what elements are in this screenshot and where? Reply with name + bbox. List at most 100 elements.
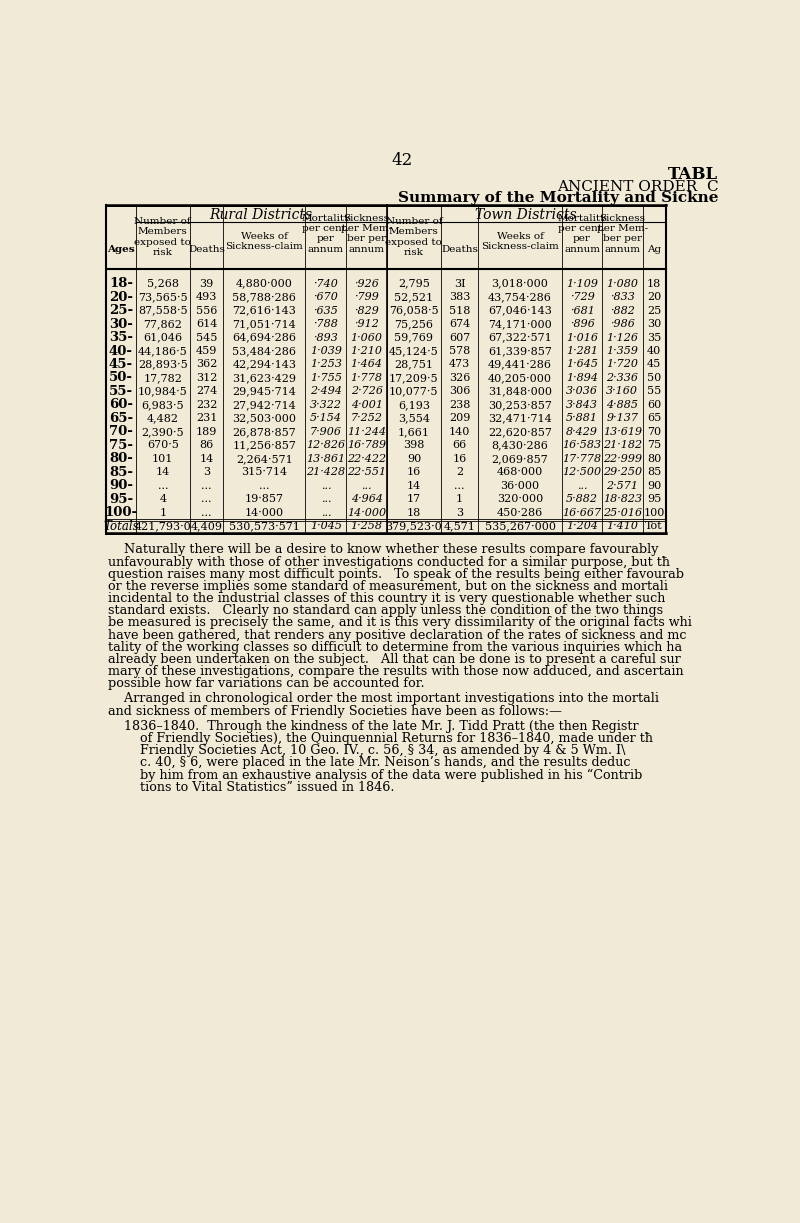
Text: 13·861: 13·861 [306,454,346,464]
Text: 379,523·0: 379,523·0 [386,521,442,531]
Text: 28,751: 28,751 [394,360,434,369]
Text: 30: 30 [647,319,662,329]
Text: incidental to the industrial classes of this country it is very questionable whe: incidental to the industrial classes of … [108,592,665,605]
Text: 6,983·5: 6,983·5 [142,400,184,410]
Text: 90: 90 [647,481,662,490]
Text: 32,471·714: 32,471·714 [488,413,552,423]
Text: 101: 101 [152,454,174,464]
Text: 1: 1 [456,494,463,504]
Text: 60-: 60- [109,399,133,411]
Text: ·670: ·670 [314,292,338,302]
Text: 49,441·286: 49,441·286 [488,360,552,369]
Text: 42: 42 [392,152,413,169]
Text: standard exists.   Clearly no standard can apply unless the condition of the two: standard exists. Clearly no standard can… [108,604,663,618]
Text: ...: ... [321,494,331,504]
Text: 1·778: 1·778 [350,373,382,383]
Text: 12·826: 12·826 [306,440,346,450]
Text: 4,571: 4,571 [444,521,475,531]
Text: 28,893·5: 28,893·5 [138,360,188,369]
Text: 40,205·000: 40,205·000 [488,373,552,383]
Text: 3: 3 [456,508,463,517]
Text: 7·252: 7·252 [350,413,382,423]
Text: 45: 45 [647,360,662,369]
Text: ...: ... [362,481,372,490]
Text: 50-: 50- [109,372,133,384]
Text: Ages: Ages [107,245,134,253]
Text: Mortality
per cent.
per
annum: Mortality per cent. per annum [558,214,606,254]
Text: 1·039: 1·039 [310,346,342,356]
Text: Town Districts: Town Districts [475,208,577,223]
Text: 16·583: 16·583 [562,440,602,450]
Text: Number of
Members
exposed to
risk: Number of Members exposed to risk [386,216,442,257]
Text: 87,558·5: 87,558·5 [138,306,187,316]
Text: 80-: 80- [109,453,133,465]
Text: 1·016: 1·016 [566,333,598,342]
Text: TABL: TABL [668,166,718,183]
Text: 5·881: 5·881 [566,413,598,423]
Text: 70-: 70- [109,426,133,438]
Text: ...: ... [321,508,331,517]
Text: Sickness
per Mem-
ber per
annum: Sickness per Mem- ber per annum [341,214,392,254]
Text: 306: 306 [449,386,470,396]
Text: 52,521: 52,521 [394,292,434,302]
Text: 312: 312 [196,373,218,383]
Text: possible how far variations can be accounted for.: possible how far variations can be accou… [108,678,424,690]
Text: 238: 238 [449,400,470,410]
Text: 1·210: 1·210 [350,346,382,356]
Text: 614: 614 [196,319,218,329]
Text: 80: 80 [647,454,662,464]
Text: Deaths: Deaths [188,245,225,253]
Text: 17,782: 17,782 [143,373,182,383]
Text: 670·5: 670·5 [147,440,178,450]
Text: 65: 65 [647,413,662,423]
Text: 42,294·143: 42,294·143 [232,360,296,369]
Text: 17: 17 [407,494,421,504]
Text: 17,209·5: 17,209·5 [389,373,438,383]
Text: ·882: ·882 [610,306,634,316]
Text: Weeks of
Sickness-claim: Weeks of Sickness-claim [226,232,303,251]
Text: 1·645: 1·645 [566,360,598,369]
Text: Naturally there will be a desire to know whether these results compare favourabl: Naturally there will be a desire to know… [108,543,658,556]
Text: 232: 232 [196,400,218,410]
Text: 31,848·000: 31,848·000 [488,386,552,396]
Text: 3·036: 3·036 [566,386,598,396]
Text: 20: 20 [647,292,662,302]
Text: 3·843: 3·843 [566,400,598,410]
Text: 1·126: 1·126 [606,333,638,342]
Text: 67,322·571: 67,322·571 [488,333,552,342]
Text: 2,795: 2,795 [398,279,430,289]
Text: 25·016: 25·016 [602,508,642,517]
Text: 383: 383 [449,292,470,302]
Text: 4·885: 4·885 [606,400,638,410]
Text: ...: ... [202,508,212,517]
Text: 50: 50 [647,373,662,383]
Text: Rural Districts: Rural Districts [210,208,313,223]
Text: 77,862: 77,862 [143,319,182,329]
Text: ...: ... [259,481,270,490]
Text: 18: 18 [647,279,662,289]
Text: mary of these investigations, compare the results with those now adduced, and as: mary of these investigations, compare th… [108,665,683,678]
Text: 31,623·429: 31,623·429 [232,373,296,383]
Text: 4,880·000: 4,880·000 [236,279,293,289]
Text: 43,754·286: 43,754·286 [488,292,552,302]
Text: 3·160: 3·160 [606,386,638,396]
Text: 11,256·857: 11,256·857 [232,440,296,450]
Text: ...: ... [158,481,168,490]
Text: 29,945·714: 29,945·714 [232,386,296,396]
Text: 1: 1 [159,508,166,517]
Text: 473: 473 [449,360,470,369]
Text: ...: ... [577,481,587,490]
Text: 2,390·5: 2,390·5 [142,427,184,437]
Text: 1·720: 1·720 [606,360,638,369]
Text: 3: 3 [203,467,210,477]
Text: 76,058·5: 76,058·5 [389,306,438,316]
Text: 1·060: 1·060 [350,333,382,342]
Text: c. 40, § 6, were placed in the late Mr. Neison’s hands, and the results deduc: c. 40, § 6, were placed in the late Mr. … [108,756,630,769]
Text: 72,616·143: 72,616·143 [232,306,296,316]
Text: 25-: 25- [109,305,133,317]
Text: 61,046: 61,046 [143,333,182,342]
Text: 64,694·286: 64,694·286 [232,333,296,342]
Text: 189: 189 [196,427,218,437]
Text: 73,565·5: 73,565·5 [138,292,187,302]
Text: ·912: ·912 [354,319,379,329]
